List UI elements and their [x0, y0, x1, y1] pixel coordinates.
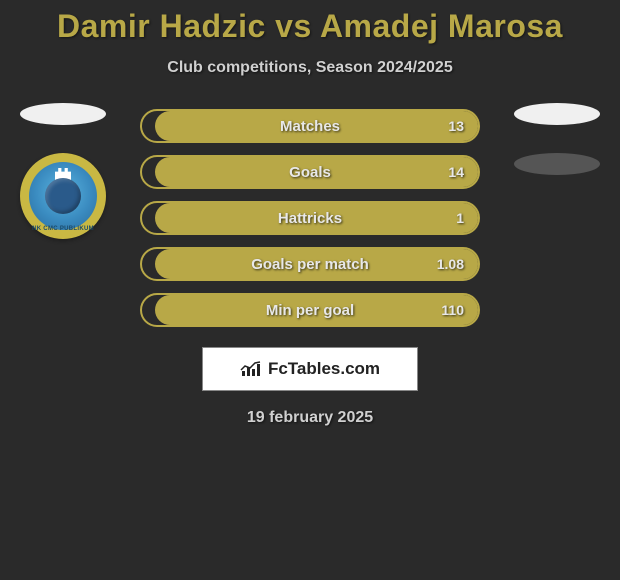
- date-text: 19 february 2025: [0, 409, 620, 427]
- left-player-column: NK CMC PUBLIKUM: [18, 103, 108, 239]
- player-right-oval-2: [514, 153, 600, 175]
- stat-row-goals-per-match: Goals per match 1.08: [140, 247, 480, 281]
- stat-label: Goals: [289, 164, 331, 181]
- stats-list: Matches 13 Goals 14 Hattricks 1 Goals pe…: [140, 109, 480, 327]
- club-badge-inner: [29, 162, 97, 230]
- stat-value: 110: [441, 302, 464, 318]
- stat-label: Hattricks: [278, 210, 342, 227]
- player-left-oval: [20, 103, 106, 125]
- right-player-column: [512, 103, 602, 203]
- stat-label: Matches: [280, 118, 340, 135]
- stat-row-goals: Goals 14: [140, 155, 480, 189]
- brand-text: FcTables.com: [268, 359, 380, 379]
- club-badge-text: NK CMC PUBLIKUM: [20, 226, 106, 232]
- ball-icon: [45, 178, 81, 214]
- stat-row-min-per-goal: Min per goal 110: [140, 293, 480, 327]
- stat-label: Goals per match: [251, 256, 369, 273]
- player-right-oval-1: [514, 103, 600, 125]
- stat-row-hattricks: Hattricks 1: [140, 201, 480, 235]
- stat-label: Min per goal: [266, 302, 354, 319]
- stat-row-matches: Matches 13: [140, 109, 480, 143]
- stat-value: 14: [448, 164, 464, 180]
- stat-value: 1: [456, 210, 464, 226]
- club-badge-left: NK CMC PUBLIKUM: [20, 153, 106, 239]
- root: Damir Hadzic vs Amadej Marosa Club compe…: [0, 0, 620, 427]
- page-title: Damir Hadzic vs Amadej Marosa: [0, 8, 620, 45]
- stats-section: NK CMC PUBLIKUM Matches 13 Goals 14 Hatt…: [0, 109, 620, 327]
- stat-value: 1.08: [437, 256, 464, 272]
- brand-box[interactable]: FcTables.com: [202, 347, 418, 391]
- stat-value: 13: [448, 118, 464, 134]
- subtitle: Club competitions, Season 2024/2025: [0, 59, 620, 77]
- chart-icon: [240, 360, 262, 378]
